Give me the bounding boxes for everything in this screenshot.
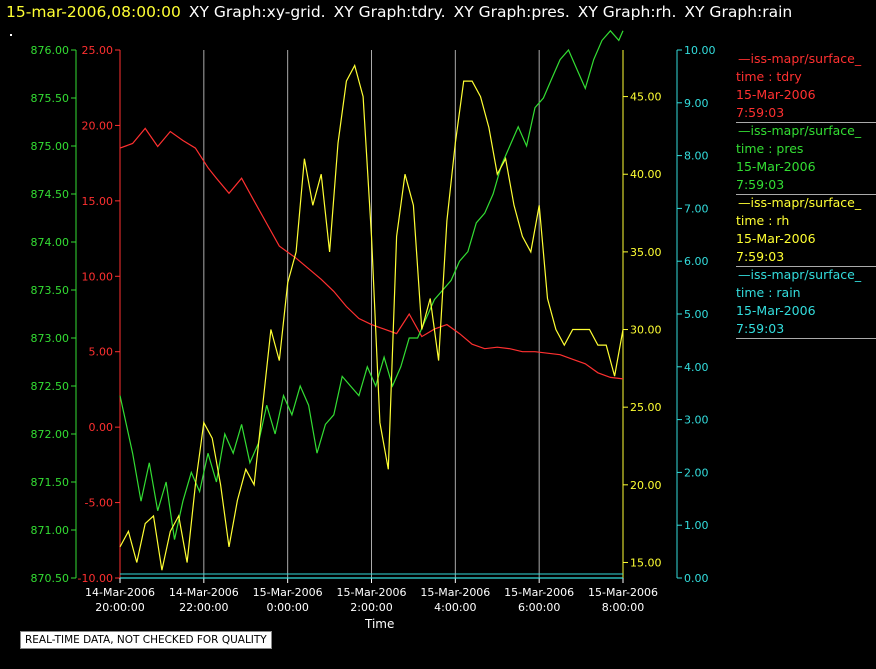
rain-tick-label-2: 2.00 [684, 466, 709, 479]
rain-tick-label-4: 4.00 [684, 361, 709, 374]
rain-tick-label-8: 8.00 [684, 150, 709, 163]
pres-tick-label-2: 871.50 [31, 476, 70, 489]
header-graph-tdry: XY Graph:tdry. [333, 3, 446, 21]
rh-tick-label-3: 30.00 [630, 324, 662, 337]
rh-tick-label-1: 20.00 [630, 479, 662, 492]
series-line-pres [119, 29, 624, 540]
header-graph-xy-grid: XY Graph:xy-grid. [188, 3, 326, 21]
legend-title: —iss-mapr/surface_ [738, 195, 862, 210]
tdry-tick-label-5: 15.00 [82, 195, 114, 208]
x-tick-date-6: 15-Mar-2006 [588, 586, 658, 599]
x-tick-date-0: 14-Mar-2006 [85, 586, 155, 599]
rain-tick-label-1: 1.00 [684, 519, 709, 532]
tdry-tick-label-7: 25.00 [82, 44, 114, 57]
legend-field: time : rain [736, 285, 801, 300]
header-graph-pres: XY Graph:pres. [453, 3, 570, 21]
rh-tick-label-2: 25.00 [630, 401, 662, 414]
x-tick-date-1: 14-Mar-2006 [169, 586, 239, 599]
pres-tick-label-8: 874.50 [31, 188, 70, 201]
pres-tick-label-5: 873.00 [31, 332, 70, 345]
x-tick-date-2: 15-Mar-2006 [253, 586, 323, 599]
rh-tick-label-6: 45.00 [630, 91, 662, 104]
pres-tick-label-3: 872.00 [31, 428, 70, 441]
rh-tick-label-0: 15.00 [630, 556, 662, 569]
x-tick-time-2: 0:00:00 [266, 601, 308, 614]
legend-field: time : tdry [736, 69, 802, 84]
rain-tick-label-3: 3.00 [684, 414, 709, 427]
rh-tick-label-4: 35.00 [630, 246, 662, 259]
legend-date: 15-Mar-2006 [736, 303, 816, 318]
legend-separator [736, 266, 876, 267]
rain-tick-label-6: 6.00 [684, 255, 709, 268]
legend-separator [736, 338, 876, 339]
legend-field: time : rh [736, 213, 790, 228]
rain-tick-label-7: 7.00 [684, 202, 709, 215]
legend-time: 7:59:03 [736, 105, 785, 120]
legend-date: 15-Mar-2006 [736, 159, 816, 174]
pres-tick-label-6: 873.50 [31, 284, 70, 297]
legend-date: 15-Mar-2006 [736, 231, 816, 246]
x-tick-date-5: 15-Mar-2006 [504, 586, 574, 599]
quality-notice: REAL-TIME DATA, NOT CHECKED FOR QUALITY [20, 631, 272, 649]
tdry-tick-label-0: -10.00 [78, 572, 113, 585]
series-line-tdry [119, 127, 624, 380]
header-dot [10, 34, 12, 36]
pres-tick-label-4: 872.50 [31, 380, 70, 393]
x-tick-time-5: 6:00:00 [518, 601, 560, 614]
rain-tick-label-10: 10.00 [684, 44, 716, 57]
legend-title: —iss-mapr/surface_ [738, 123, 862, 138]
legend-separator [736, 194, 876, 195]
header-timestamp: 15-mar-2006,08:00:00 [6, 3, 181, 21]
x-tick-time-3: 2:00:00 [350, 601, 392, 614]
pres-tick-label-7: 874.00 [31, 236, 70, 249]
x-tick-time-1: 22:00:00 [179, 601, 228, 614]
tdry-tick-label-2: 0.00 [89, 421, 114, 434]
rain-tick-label-5: 5.00 [684, 308, 709, 321]
tdry-tick-label-6: 20.00 [82, 119, 114, 132]
tdry-tick-label-1: -5.00 [85, 497, 113, 510]
header-graph-rh: XY Graph:rh. [577, 3, 677, 21]
pres-tick-label-1: 871.00 [31, 524, 70, 537]
legend-time: 7:59:03 [736, 321, 785, 336]
x-tick-time-0: 20:00:00 [95, 601, 144, 614]
legend-title: —iss-mapr/surface_ [738, 51, 862, 66]
x-tick-date-3: 15-Mar-2006 [337, 586, 407, 599]
legend-entry-0: —iss-mapr/surface_time : tdry 15-Mar-2006… [736, 50, 876, 124]
tdry-tick-label-3: 5.00 [89, 346, 114, 359]
legend-entry-3: —iss-mapr/surface_time : rain 15-Mar-2006… [736, 266, 876, 340]
legend-title: —iss-mapr/surface_ [738, 267, 862, 282]
series-line-rh [119, 63, 624, 571]
pres-tick-label-0: 870.50 [31, 572, 70, 585]
x-axis-label: Time [365, 617, 395, 631]
legend-field: time : pres [736, 141, 804, 156]
pres-tick-label-9: 875.00 [31, 140, 70, 153]
pres-tick-label-10: 875.50 [31, 92, 70, 105]
legend-date: 15-Mar-2006 [736, 87, 816, 102]
pres-tick-label-11: 876.00 [31, 44, 70, 57]
header-graph-rain: XY Graph:rain [684, 3, 793, 21]
tdry-tick-label-4: 10.00 [82, 270, 114, 283]
x-tick-time-4: 4:00:00 [434, 601, 476, 614]
rain-tick-label-9: 9.00 [684, 97, 709, 110]
legend-time: 7:59:03 [736, 249, 785, 264]
legend-entry-1: —iss-mapr/surface_time : pres 15-Mar-2006… [736, 122, 876, 196]
rh-tick-label-5: 40.00 [630, 168, 662, 181]
legend-separator [736, 122, 876, 123]
x-tick-time-6: 8:00:00 [602, 601, 644, 614]
legend-time: 7:59:03 [736, 177, 785, 192]
legend-entry-2: —iss-mapr/surface_time : rh 15-Mar-2006 7:… [736, 194, 876, 268]
x-tick-date-4: 15-Mar-2006 [420, 586, 490, 599]
header: 15-mar-2006,08:00:00 XY Graph:xy-grid. XY … [6, 3, 792, 21]
rain-tick-label-0: 0.00 [684, 572, 709, 585]
